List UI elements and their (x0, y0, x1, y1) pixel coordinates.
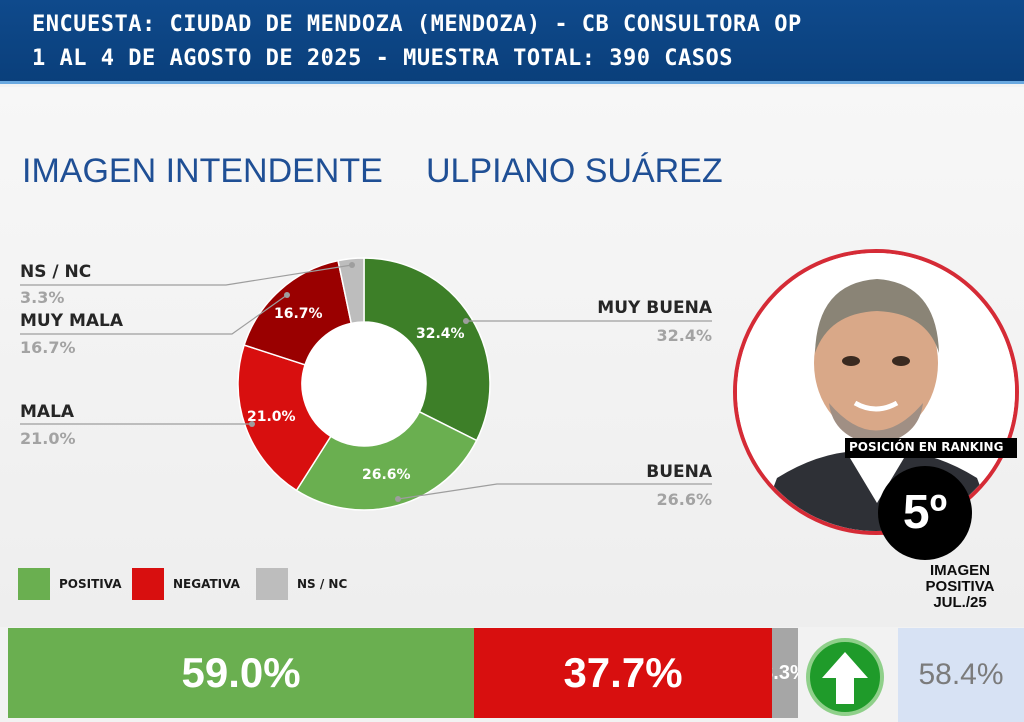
previous-title-line3: JUL./25 (933, 594, 987, 611)
previous-positive-value: 58.4% (898, 628, 1024, 722)
bar-segment-negativa: 37.7% (474, 628, 772, 718)
mayor-portrait (733, 249, 1019, 535)
label-buena: BUENA (646, 462, 712, 482)
value-muy-buena: 32.4% (656, 326, 712, 345)
leader-dot-muy-buena (463, 318, 469, 324)
legend-swatch-negativa (132, 568, 164, 600)
previous-title-line1: IMAGEN (930, 562, 990, 579)
slice-label-muy-buena: 32.4% (416, 326, 465, 342)
value-muy-mala: 16.7% (20, 338, 76, 357)
portrait-illustration (737, 253, 1015, 531)
bar-segment-ns-nc: 3.3% (771, 628, 798, 718)
donut-hole (302, 322, 426, 446)
previous-image-title: IMAGEN POSITIVA JUL./25 (900, 563, 1020, 611)
slice-label-mala: 21.0% (247, 409, 296, 425)
slice-label-muy-mala: 16.7% (274, 306, 323, 322)
arrow-up-icon (806, 638, 884, 716)
legend-label-positiva: POSITIVA (59, 577, 122, 591)
header-title: ENCUESTA: CIUDAD DE MENDOZA (MENDOZA) - … (32, 12, 802, 37)
value-mala: 21.0% (20, 429, 76, 448)
ranking-label-box (845, 438, 1017, 458)
label-mala: MALA (20, 402, 75, 422)
value-buena: 26.6% (656, 490, 712, 509)
leader-dot-mala (249, 421, 255, 427)
leader-dot-buena (395, 496, 401, 502)
label-muy-mala: MUY MALA (20, 311, 124, 331)
previous-title-line2: POSITIVA (925, 578, 995, 595)
slice-label-buena: 26.6% (362, 467, 411, 483)
legend-swatch-ns-nc (256, 568, 288, 600)
ranking-badge: 5º (878, 466, 972, 560)
leader-dot-ns-nc (349, 262, 355, 268)
section-title-right: ULPIANO SUÁREZ (426, 152, 723, 190)
label-ns-nc: NS / NC (20, 262, 92, 282)
legend-label-negativa: NEGATIVA (173, 577, 240, 591)
bar-segment-positiva: 59.0% (8, 628, 475, 718)
leader-line-buena (397, 483, 712, 500)
leader-line-ns-nc (20, 264, 353, 286)
leader-line-muy-mala (20, 294, 288, 335)
header-banner: ENCUESTA: CIUDAD DE MENDOZA (MENDOZA) - … (0, 0, 1024, 84)
label-muy-buena: MUY BUENA (597, 298, 712, 318)
ranking-label: POSICIÓN EN RANKING (849, 440, 1004, 454)
leader-dot-muy-mala (284, 292, 290, 298)
legend-label-ns-nc: NS / NC (297, 577, 348, 591)
section-title-left: IMAGEN INTENDENTE (22, 152, 383, 190)
header-subtitle: 1 AL 4 DE AGOSTO DE 2025 - MUESTRA TOTAL… (32, 46, 734, 71)
value-ns-nc: 3.3% (20, 288, 65, 307)
legend-swatch-positiva (18, 568, 50, 600)
